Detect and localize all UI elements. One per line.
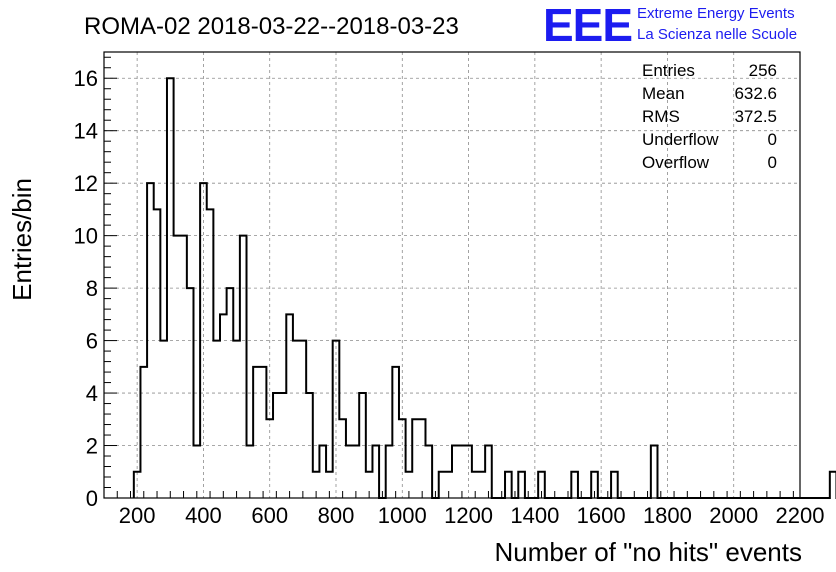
stats-label: Mean xyxy=(642,84,685,103)
histogram-bin xyxy=(518,472,525,498)
histogram-bin xyxy=(651,446,658,498)
x-tick-label: 800 xyxy=(318,503,355,528)
eee-logo-line1: Extreme Energy Events xyxy=(637,5,795,22)
histogram-bin xyxy=(353,446,360,498)
histogram-bin xyxy=(273,393,280,498)
histogram-bin xyxy=(160,341,167,498)
histogram-bin xyxy=(505,472,512,498)
histogram-bin xyxy=(419,419,426,498)
x-tick-label: 2200 xyxy=(776,503,825,528)
histogram-bin xyxy=(571,472,578,498)
histogram-bin xyxy=(339,419,346,498)
histogram-bin xyxy=(220,314,227,498)
y-tick-label: 14 xyxy=(74,119,98,144)
histogram-bin xyxy=(399,419,406,498)
stats-label: Entries xyxy=(642,61,695,80)
histogram-bin xyxy=(392,367,399,498)
histogram-bin xyxy=(300,341,307,498)
histogram-bin xyxy=(412,419,419,498)
histogram-bin xyxy=(359,393,366,498)
x-tick-label: 1400 xyxy=(510,503,559,528)
histogram-bin xyxy=(293,341,300,498)
histogram-bin xyxy=(306,393,313,498)
histogram-bin xyxy=(286,314,293,498)
stats-value: 256 xyxy=(749,61,777,80)
histogram-bin xyxy=(247,446,254,498)
eee-logo-mark: EEE xyxy=(543,0,632,51)
y-tick-label: 12 xyxy=(74,171,98,196)
y-tick-labels: 0 2 4 6 8 10 12 14 16 xyxy=(74,66,98,511)
histogram-bin xyxy=(200,183,207,498)
chart-title: ROMA-02 2018-03-22--2018-03-23 xyxy=(84,13,459,40)
stats-box: Entries 256 Mean 632.6 RMS 372.5 Underflow 0 Ove… xyxy=(642,61,777,172)
y-tick-label: 6 xyxy=(86,329,98,354)
histogram-bin xyxy=(372,446,379,498)
stats-value: 0 xyxy=(768,130,777,149)
histogram-bin xyxy=(147,183,154,498)
plot-frame xyxy=(103,51,801,499)
histogram-bin xyxy=(253,367,260,498)
y-tick-label: 0 xyxy=(86,486,98,511)
histogram-bin xyxy=(439,472,446,498)
histogram-bin xyxy=(386,446,393,498)
histogram-bin xyxy=(333,341,340,498)
histogram-bin xyxy=(485,446,492,498)
histogram-bin xyxy=(180,236,187,498)
histogram-bin xyxy=(207,209,214,498)
histogram-bin xyxy=(134,472,141,498)
x-tick-label: 2000 xyxy=(709,503,758,528)
histogram-bin xyxy=(140,367,147,498)
histogram-bin xyxy=(319,446,326,498)
grid xyxy=(104,52,801,499)
histogram-bin xyxy=(213,341,220,498)
y-tick-label: 2 xyxy=(86,434,98,459)
histogram-bin xyxy=(611,472,618,498)
x-tick-label: 600 xyxy=(251,503,288,528)
stats-value: 372.5 xyxy=(734,107,777,126)
histogram-bin xyxy=(167,78,174,498)
y-tick-label: 16 xyxy=(74,66,98,91)
histogram-bin xyxy=(154,209,161,498)
stats-label: RMS xyxy=(642,107,680,126)
axis-ticks xyxy=(103,56,794,499)
x-tick-label: 1000 xyxy=(378,503,427,528)
stats-label: Overflow xyxy=(642,153,710,172)
histogram-bin xyxy=(240,236,247,498)
eee-logo: EEE Extreme Energy Events La Scienza nel… xyxy=(543,0,797,51)
histogram-bin xyxy=(465,446,472,498)
x-tick-labels: 200 400 600 800 1000 1200 1400 1600 1800 2000 2200 xyxy=(119,503,825,528)
stats-value: 0 xyxy=(768,153,777,172)
histogram-bin xyxy=(452,446,459,498)
histogram-bin xyxy=(266,419,273,498)
y-tick-label: 4 xyxy=(86,381,98,406)
x-tick-label: 400 xyxy=(185,503,222,528)
histogram-bin xyxy=(187,288,194,498)
histogram-bin xyxy=(459,446,466,498)
y-tick-label: 8 xyxy=(86,276,98,301)
x-tick-label: 200 xyxy=(119,503,156,528)
histogram-bin xyxy=(280,393,287,498)
x-tick-label: 1200 xyxy=(444,503,493,528)
histogram-bin xyxy=(346,446,353,498)
x-tick-label: 1800 xyxy=(643,503,692,528)
histogram-bin xyxy=(425,446,432,498)
histogram-bin xyxy=(174,236,181,498)
eee-logo-line2: La Scienza nelle Scuole xyxy=(637,26,797,43)
histogram-bin xyxy=(260,367,267,498)
histogram-bin xyxy=(193,446,200,498)
histogram-bin xyxy=(830,472,836,498)
histogram-bin xyxy=(479,472,486,498)
y-tick-label: 10 xyxy=(74,224,98,249)
y-axis-title: Entries/bin xyxy=(7,178,37,301)
stats-value: 632.6 xyxy=(734,84,777,103)
x-tick-label: 1600 xyxy=(577,503,626,528)
histogram-bin xyxy=(233,341,240,498)
x-axis-title: Number of "no hits" events xyxy=(495,537,803,567)
stats-label: Underflow xyxy=(642,130,719,149)
histogram-bin xyxy=(227,288,234,498)
